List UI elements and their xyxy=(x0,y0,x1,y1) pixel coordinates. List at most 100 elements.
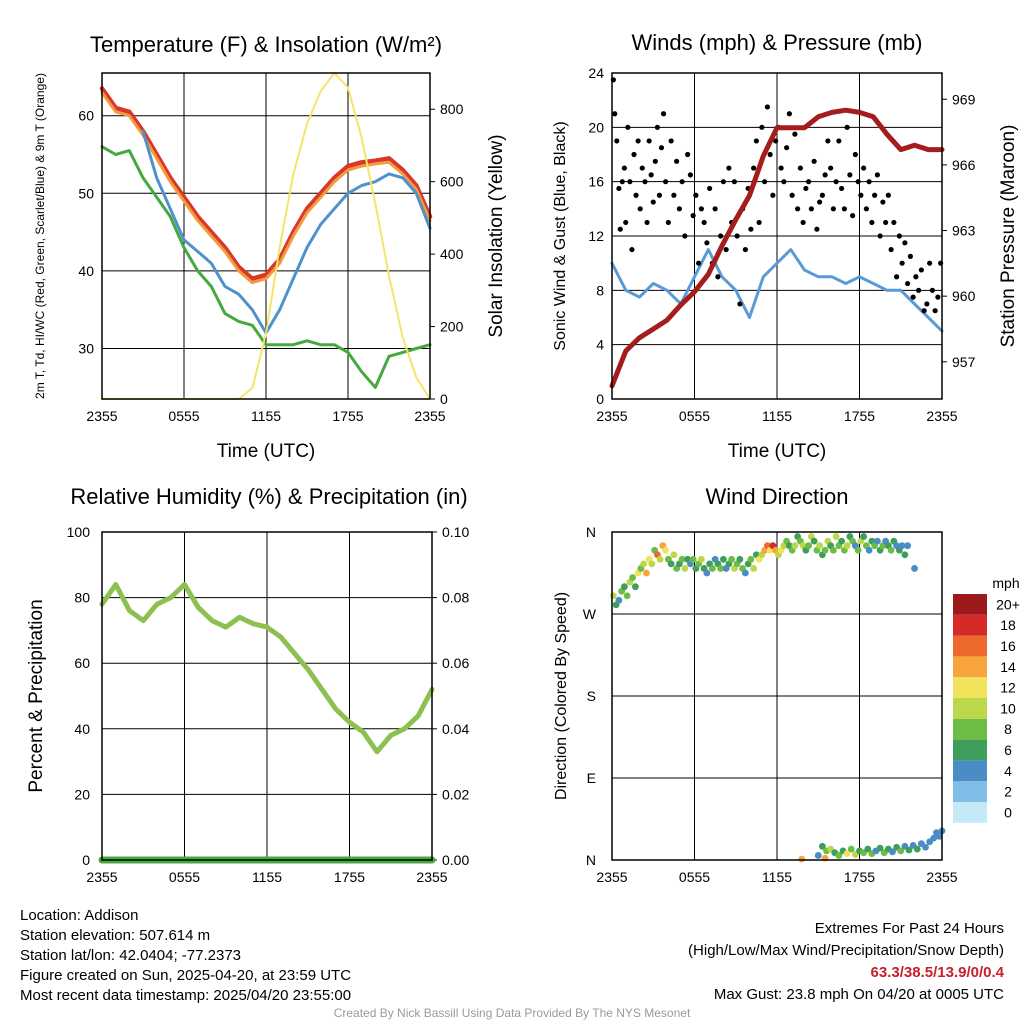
wdir-point xyxy=(681,565,689,572)
wind-gust-point xyxy=(880,199,886,205)
wdir-point xyxy=(805,542,813,550)
wind-gust-point xyxy=(885,192,891,198)
wind-gust-point xyxy=(877,233,883,239)
wdir-plot-border xyxy=(611,531,943,861)
wdir-point xyxy=(854,546,862,554)
wdir-point xyxy=(656,555,664,563)
rh-ytick-left: 0 xyxy=(82,852,90,868)
wind-gust-point xyxy=(833,179,839,185)
temp-xtick-label: 0555 xyxy=(168,408,199,424)
wind-gust-point xyxy=(770,192,776,198)
wind-gust-point xyxy=(861,165,867,171)
wind-gust-point xyxy=(806,179,812,185)
wind-gust-point xyxy=(764,104,770,110)
wind-gust-point xyxy=(844,124,850,130)
wdir-point xyxy=(629,574,637,581)
wind-gust-point xyxy=(685,151,691,158)
wdir-point xyxy=(640,560,648,568)
wind-gust-point xyxy=(822,172,828,178)
wind-xtick-label: 2355 xyxy=(596,408,627,424)
wdir-point xyxy=(930,834,938,842)
temp-ytick-right: 400 xyxy=(440,246,464,262)
wind-gust-point xyxy=(836,138,842,144)
wind-gust-point xyxy=(850,213,856,219)
elevation-text: Station elevation: 507.614 m xyxy=(20,927,211,944)
wind-gust-point xyxy=(855,179,861,185)
rh-ytick-left: 60 xyxy=(74,655,90,671)
wind-gust-point xyxy=(828,165,834,171)
wdir-ylabel-left: Direction (Colored By Speed) xyxy=(553,592,570,800)
wind-gust-point xyxy=(797,165,803,171)
wind-gust-point xyxy=(734,233,740,239)
temp-xlabel: Time (UTC) xyxy=(217,441,316,462)
wind-gust-point xyxy=(896,233,902,239)
wind-gust-point xyxy=(863,206,869,212)
wind-gust-point xyxy=(894,274,900,280)
rh-plot-border xyxy=(101,531,433,861)
wind-gust-point xyxy=(612,111,618,117)
wind-gust-point xyxy=(778,165,784,171)
wind-gust-point xyxy=(715,274,721,280)
wind-gust-point xyxy=(872,192,878,198)
wind-speed-line xyxy=(610,248,944,333)
wdir-point xyxy=(832,533,840,540)
wdir-xtick-label: 1755 xyxy=(844,869,875,885)
wind-xlabel: Time (UTC) xyxy=(728,441,827,462)
wdir-point xyxy=(816,542,824,550)
wdir-point xyxy=(865,546,873,554)
colorbar-label: 8 xyxy=(1004,721,1012,737)
wdir-point xyxy=(835,852,843,859)
wind-gust-point xyxy=(726,165,732,171)
wind-gust-point xyxy=(650,199,656,205)
rh-ytick-right: 0.04 xyxy=(442,721,469,737)
wdir-point xyxy=(648,560,656,568)
location-text: Location: Addison xyxy=(20,907,139,924)
wdir-ytick-left: N xyxy=(586,852,596,868)
temp-ylabel-right: Solar Insolation (Yellow) xyxy=(486,134,507,337)
wind-ytick-left: 4 xyxy=(596,337,604,353)
wind-ytick-right: 963 xyxy=(952,223,976,239)
colorbar-swatch xyxy=(953,739,987,761)
wind-gust-point xyxy=(690,213,696,219)
wdir-xtick-label: 0555 xyxy=(679,869,710,885)
wind-xtick-label: 1755 xyxy=(844,408,875,424)
wdir-point xyxy=(901,551,909,559)
wind-ytick-right: 969 xyxy=(952,91,976,107)
wind-gust-point xyxy=(687,172,693,178)
wind-gust-point xyxy=(852,151,858,158)
wdir-point xyxy=(609,592,617,600)
wdir-point xyxy=(821,546,829,554)
wdir-point xyxy=(747,555,755,563)
wind-gust-point xyxy=(839,185,845,192)
credit-text: Created By Nick Bassill Using Data Provi… xyxy=(333,1006,691,1020)
wdir-point xyxy=(897,847,905,855)
wdir-ytick-left: E xyxy=(587,770,596,786)
wind-gust-point xyxy=(707,185,713,192)
wind-gust-point xyxy=(929,287,935,293)
wind-ytick-left: 12 xyxy=(588,228,604,244)
wind-gust-point xyxy=(629,246,635,253)
wind-gust-point xyxy=(759,124,765,130)
wind-gust-point xyxy=(676,206,682,212)
wdir-xtick-label: 2355 xyxy=(926,869,957,885)
rh-ytick-left: 80 xyxy=(74,590,90,606)
temp-ytick-right: 800 xyxy=(440,101,464,117)
colorbar-swatch xyxy=(953,781,987,802)
temp-ytick-left: 30 xyxy=(78,341,94,357)
temp-series-line xyxy=(100,90,432,285)
wdir-point xyxy=(615,596,623,604)
wind-gust-point xyxy=(814,226,820,232)
wind-gust-point xyxy=(869,219,875,226)
wdir-point xyxy=(750,565,758,572)
wind-gust-point xyxy=(639,165,645,171)
wind-gust-point xyxy=(899,260,905,266)
wind-gust-point xyxy=(660,111,667,117)
temp-ytick-right: 200 xyxy=(440,319,464,335)
wind-gust-point xyxy=(792,131,798,137)
wind-gust-point xyxy=(696,260,702,266)
wind-xtick-label: 1155 xyxy=(762,408,792,424)
wdir-xtick-label: 1155 xyxy=(762,869,792,885)
wdir-point xyxy=(670,551,678,559)
wdir-point xyxy=(662,546,670,554)
